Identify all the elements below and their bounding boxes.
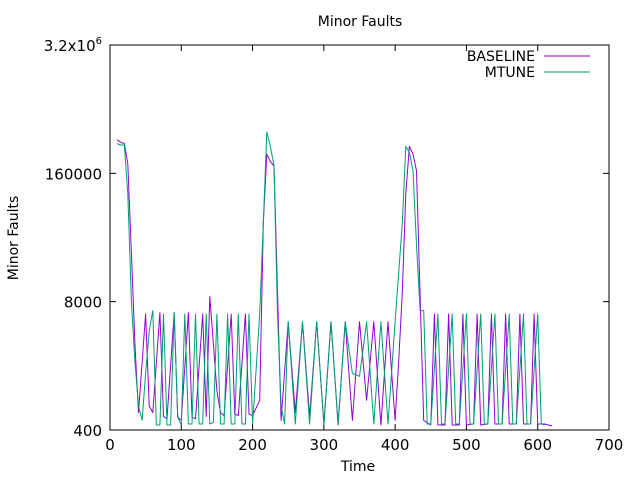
x-tick-label: 100 [167,436,196,454]
y-tick-label-text: 400 [73,422,102,440]
y-tick-label: 160000 [45,165,102,183]
y-tick-label-text: 160000 [45,165,102,183]
x-axis-label: Time [340,459,375,475]
y-tick-label: 8000 [64,294,102,312]
x-tick-label: 600 [523,436,552,454]
x-tick-label: 500 [452,436,481,454]
y-tick-label: 400 [73,422,102,440]
chart-title: Minor Faults [318,14,403,30]
y-axis-ticks: 400 8000 160000 3.2x106 [44,36,609,440]
y-tick-label-text: 3.2x10 [44,37,96,55]
x-tick-label: 0 [105,436,115,454]
series-line-mtune [116,131,545,426]
x-tick-label: 300 [310,436,339,454]
x-axis-ticks: 0 100 200 300 400 500 600 700 [105,45,623,454]
x-tick-label: 200 [238,436,267,454]
series-lines [116,131,553,427]
y-axis-label: Minor Faults [6,196,22,281]
legend-label-baseline: BASELINE [467,49,535,65]
legend-label-mtune: MTUNE [485,65,535,81]
y-tick-label-superscript: 6 [96,36,102,47]
x-tick-label: 700 [595,436,624,454]
plot-frame [109,44,610,431]
y-tick-label-text: 8000 [64,294,102,312]
legend: BASELINE MTUNE [467,49,590,81]
y-tick-label: 3.2x106 [44,36,102,55]
x-tick-label: 400 [381,436,410,454]
